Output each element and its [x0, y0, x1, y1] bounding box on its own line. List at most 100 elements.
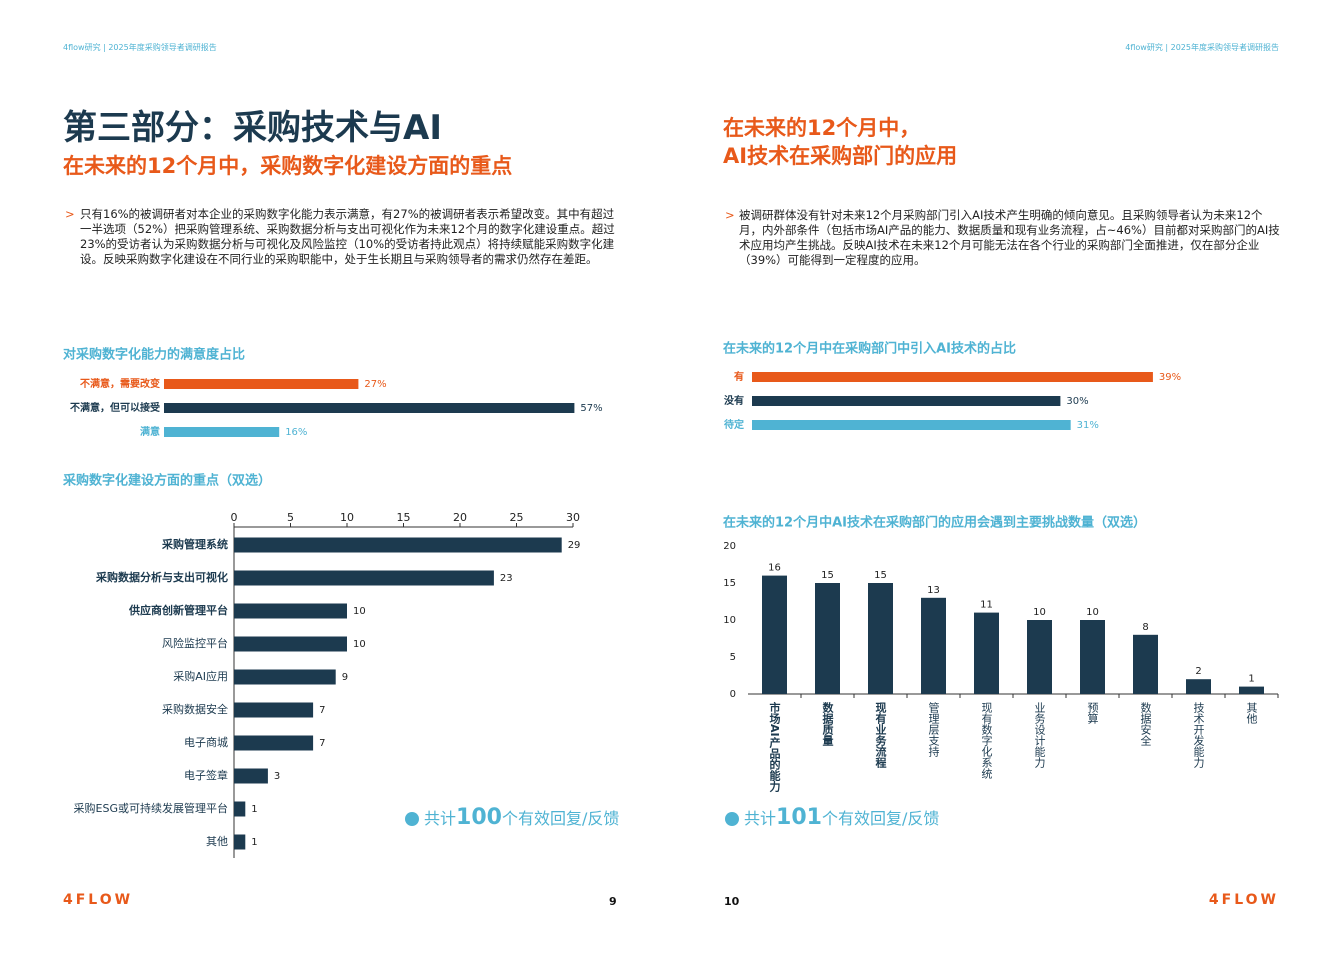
value-label: 15 — [874, 570, 887, 581]
value-label: 16 — [768, 563, 781, 574]
category-label: 有 — [734, 370, 744, 383]
value-label: 9 — [342, 672, 348, 683]
bar — [752, 372, 1153, 382]
category-label: 技术开发能力 — [1192, 702, 1205, 768]
note-prefix: 共计 — [424, 809, 457, 828]
value-label: 31% — [1077, 420, 1099, 431]
value-label: 7 — [319, 738, 325, 749]
value-label: 39% — [1159, 372, 1181, 383]
category-label: 电子商城 — [184, 735, 228, 749]
value-label: 27% — [364, 379, 386, 390]
value-label: 2 — [1195, 666, 1201, 677]
bar — [974, 612, 999, 694]
y-tick-label: 15 — [723, 578, 736, 589]
y-tick-label: 10 — [723, 615, 736, 626]
bar — [752, 396, 1061, 406]
value-label: 1 — [251, 837, 257, 848]
bar — [1239, 686, 1264, 694]
x-tick-label: 20 — [453, 511, 467, 524]
bar — [1133, 634, 1158, 694]
bar — [762, 575, 787, 694]
x-tick-label: 10 — [340, 511, 354, 524]
bar — [1027, 620, 1052, 694]
bar — [868, 583, 893, 694]
value-label: 30% — [1066, 396, 1088, 407]
note-number: 101 — [776, 805, 822, 830]
value-label: 3 — [274, 771, 280, 782]
page-number: 9 — [609, 895, 617, 908]
bar — [1186, 679, 1211, 694]
category-label: 采购数据安全 — [162, 702, 228, 716]
subtitle: 在未来的12个月中，采购数字化建设方面的重点 — [63, 154, 513, 178]
y-tick-label: 0 — [730, 689, 736, 700]
bar — [164, 379, 359, 389]
note: 共计100个有效回复/反馈 — [424, 805, 619, 830]
note-prefix: 共计 — [744, 809, 777, 828]
category-label: 采购ESG或可持续发展管理平台 — [74, 801, 228, 815]
category-label: 业务设计能力 — [1033, 702, 1046, 768]
bar — [234, 636, 347, 652]
header: 4flow研究 | 2025年度采购领导者调研报告 — [63, 43, 217, 52]
category-label: 现有业务流程 — [874, 702, 887, 769]
value-label: 1 — [251, 804, 257, 815]
chart-title: 对采购数字化能力的满意度占比 — [63, 347, 245, 363]
title: 第三部分：采购技术与AI — [63, 108, 442, 148]
value-label: 13 — [927, 585, 940, 596]
chart-title: 在未来的12个月中AI技术在采购部门的应用会遇到主要挑战数量（双选） — [723, 515, 1146, 531]
chart-title: 在未来的12个月中在采购部门中引入AI技术的占比 — [723, 341, 1016, 357]
category-label: 预算 — [1086, 702, 1099, 725]
note-icon — [405, 812, 419, 826]
y-tick-label: 20 — [723, 541, 736, 552]
category-label: 采购管理系统 — [161, 537, 228, 551]
category-label: 电子签章 — [184, 768, 228, 782]
note-suffix: 个有效回复/反馈 — [821, 809, 940, 828]
note-number: 100 — [456, 805, 502, 830]
value-label: 10 — [1086, 607, 1099, 618]
bullet-text: 只有16%的被调研者对本企业的采购数字化能力表示满意，有27%的被调研者表示希望… — [80, 207, 615, 266]
title-line: 在未来的12个月中， — [723, 116, 921, 140]
note-suffix: 个有效回复/反馈 — [501, 809, 620, 828]
chart-title: 采购数字化建设方面的重点（双选） — [62, 473, 271, 489]
bar — [234, 801, 246, 817]
category-label: 满意 — [140, 425, 160, 438]
bar — [752, 420, 1071, 430]
value-label: 15 — [821, 570, 834, 581]
value-label: 57% — [580, 403, 602, 414]
x-tick-label: 25 — [510, 511, 524, 524]
bar — [234, 603, 347, 619]
value-label: 10 — [353, 606, 366, 617]
logo: 4FLOW — [1208, 892, 1279, 908]
value-label: 7 — [319, 705, 325, 716]
category-label: 风险监控平台 — [162, 636, 228, 650]
value-label: 8 — [1142, 622, 1148, 633]
x-tick-label: 15 — [397, 511, 411, 524]
bar — [164, 427, 280, 437]
x-tick-label: 5 — [287, 511, 294, 524]
x-tick-label: 0 — [231, 511, 238, 524]
value-label: 11 — [980, 600, 993, 611]
category-label: 采购数据分析与支出可视化 — [95, 570, 228, 584]
bar — [234, 768, 268, 784]
note: 共计101个有效回复/反馈 — [744, 805, 939, 830]
x-tick-label: 30 — [566, 511, 580, 524]
category-label: 管理层支持 — [927, 701, 940, 758]
category-label: 数据质量 — [821, 701, 834, 746]
category-label: 不满意，但可以接受 — [70, 401, 160, 414]
y-tick-label: 5 — [730, 652, 736, 663]
bar — [815, 583, 840, 694]
bar — [234, 735, 314, 751]
value-label: 16% — [285, 427, 307, 438]
page-number: 10 — [724, 895, 740, 908]
note-icon — [725, 812, 739, 826]
bar — [234, 669, 336, 685]
bullet-text: 被调研群体没有针对未来12个月采购部门引入AI技术产生明确的倾向意见。且采购领导… — [739, 208, 1280, 267]
value-label: 10 — [1033, 607, 1046, 618]
category-label: 市场AI产品的能力 — [768, 701, 781, 793]
bar — [234, 702, 314, 718]
bar — [921, 597, 946, 694]
bullet-arrow: > — [65, 207, 75, 221]
category-label: 采购AI应用 — [173, 669, 228, 683]
value-label: 29 — [568, 540, 581, 551]
